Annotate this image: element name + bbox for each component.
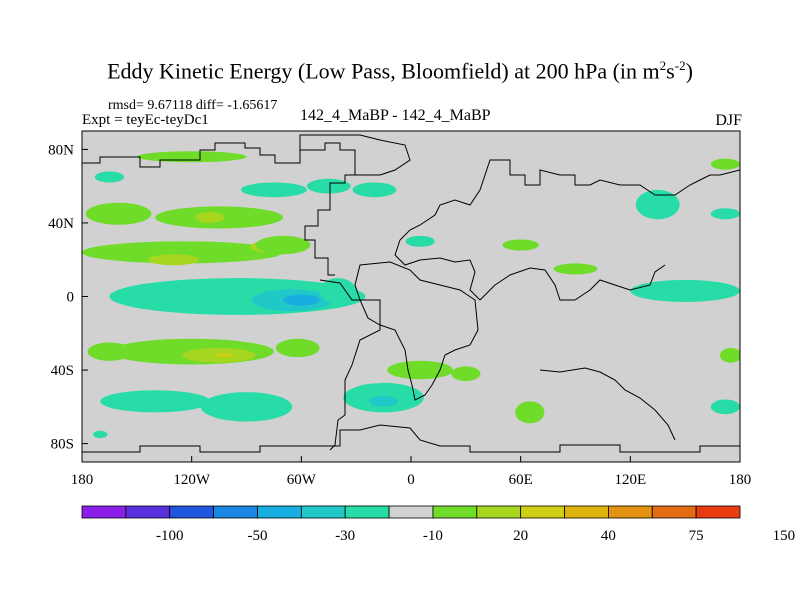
y-tick-label-3: 40S: [51, 363, 74, 379]
anomaly-region-30: [553, 263, 598, 275]
colorbar-label-7: 150: [773, 528, 796, 544]
y-tick-label-1: 40N: [48, 216, 74, 232]
y-tick-label-0: 80N: [48, 142, 74, 158]
australia-outline: [539, 367, 676, 441]
experiment-label: Expt = teyEc-teyDc1: [82, 112, 209, 128]
colorbar-swatch-12: [608, 505, 653, 519]
season-label: DJF: [715, 112, 742, 129]
greenland-outline: [299, 134, 411, 176]
anomaly-region-18: [215, 353, 234, 358]
south-america-outline: [319, 279, 381, 451]
anomaly-region-20: [275, 338, 320, 358]
colorbar-swatch-3: [213, 505, 258, 519]
anomaly-region-25: [387, 360, 454, 380]
colorbar-swatch-10: [520, 505, 565, 519]
antarctica-outline: [82, 424, 740, 453]
colorbar-swatch-5: [300, 505, 346, 519]
anomaly-region-31: [635, 189, 680, 220]
x-tick-label-6: 180: [729, 472, 752, 488]
europe-outline: [394, 239, 481, 301]
eurasia-outline: [399, 159, 740, 241]
colorbar-swatch-7: [388, 505, 434, 519]
colorbar-swatch-9: [476, 505, 522, 519]
anomaly-region-6: [306, 178, 351, 194]
colorbar-swatch-4: [257, 505, 302, 519]
x-tick-label-0: 180: [71, 472, 94, 488]
colorbar-swatch-0: [81, 505, 127, 519]
colorbar-label-6: 75: [689, 528, 704, 544]
x-tick-label-1: 120W: [173, 472, 211, 488]
anomaly-region-4: [195, 211, 225, 223]
anomaly-region-15: [319, 278, 357, 304]
anomaly-regions: [82, 151, 740, 439]
colorbar-swatch-6: [344, 505, 390, 519]
anomaly-region-1: [94, 171, 125, 183]
anomaly-region-36: [710, 399, 740, 415]
anomaly-region-34: [719, 347, 740, 363]
anomaly-region-32: [710, 158, 740, 170]
x-axis: 180 120W 60W 0 60E 120E 180: [71, 456, 752, 488]
colorbar-label-3: -10: [423, 528, 443, 544]
anomaly-region-0: [136, 151, 247, 163]
y-tick-label-2: 0: [67, 290, 75, 306]
north-america-outline: [82, 142, 356, 276]
colorbar-label-5: 40: [601, 528, 616, 544]
colorbar-swatch-2: [169, 505, 215, 519]
anomaly-region-28: [405, 235, 435, 247]
anomaly-region-29: [502, 239, 539, 251]
colorbar-swatch-13: [651, 505, 697, 519]
chart-title: Eddy Kinetic Energy (Low Pass, Bloomfiel…: [0, 58, 800, 84]
colorbar: -100 -50 -30 -10 20 40 75 150: [81, 505, 796, 544]
colorbar-label-4: 20: [513, 528, 528, 544]
colorbar-swatch-14: [695, 505, 741, 519]
anomaly-region-19: [87, 342, 132, 361]
title-unit-s: s: [666, 58, 675, 84]
y-axis: 80N 40N 0 40S 80S: [48, 142, 88, 453]
anomaly-region-37: [92, 430, 108, 439]
anomaly-region-33: [630, 279, 740, 303]
x-tick-label-2: 60W: [287, 472, 317, 488]
anomaly-region-5: [241, 182, 307, 198]
asia-south-outline: [479, 264, 666, 301]
anomaly-region-8: [82, 241, 284, 264]
anomaly-region-14: [283, 294, 320, 306]
colorbar-swatch-8: [432, 505, 478, 519]
comparison-label: 142_4_MaBP - 142_4_MaBP: [300, 107, 491, 124]
y-tick-label-4: 80S: [51, 437, 74, 453]
africa-outline: [354, 261, 479, 401]
colorbar-swatch-1: [125, 505, 171, 519]
anomaly-region-21: [100, 390, 210, 413]
colorbar-label-2: -30: [335, 528, 355, 544]
anomaly-region-2: [85, 202, 152, 225]
title-superscript-1: 2: [659, 58, 667, 73]
colorbar-label-1: -50: [247, 528, 267, 544]
colorbar-swatch-11: [564, 505, 609, 519]
rmsd-diff-stats: rmsd= 9.67118 diff= -1.65617: [108, 98, 278, 113]
x-tick-label-4: 60E: [509, 472, 533, 488]
anomaly-region-26: [451, 366, 481, 382]
anomaly-region-27: [515, 401, 545, 424]
anomaly-region-35: [710, 208, 740, 220]
anomaly-region-11: [255, 235, 311, 255]
x-tick-label-5: 120E: [614, 472, 646, 488]
title-text: Eddy Kinetic Energy (Low Pass, Bloomfiel…: [107, 58, 660, 84]
continent-outlines: [82, 134, 740, 453]
title-close-paren: ): [685, 58, 693, 84]
anomaly-region-22: [200, 392, 293, 422]
colorbar-label-0: -100: [156, 528, 184, 544]
anomaly-region-9: [147, 254, 199, 266]
x-tick-label-3: 0: [407, 472, 415, 488]
title-superscript-2: -2: [674, 58, 686, 73]
anomaly-region-7: [352, 182, 397, 198]
anomaly-region-24: [368, 395, 399, 407]
